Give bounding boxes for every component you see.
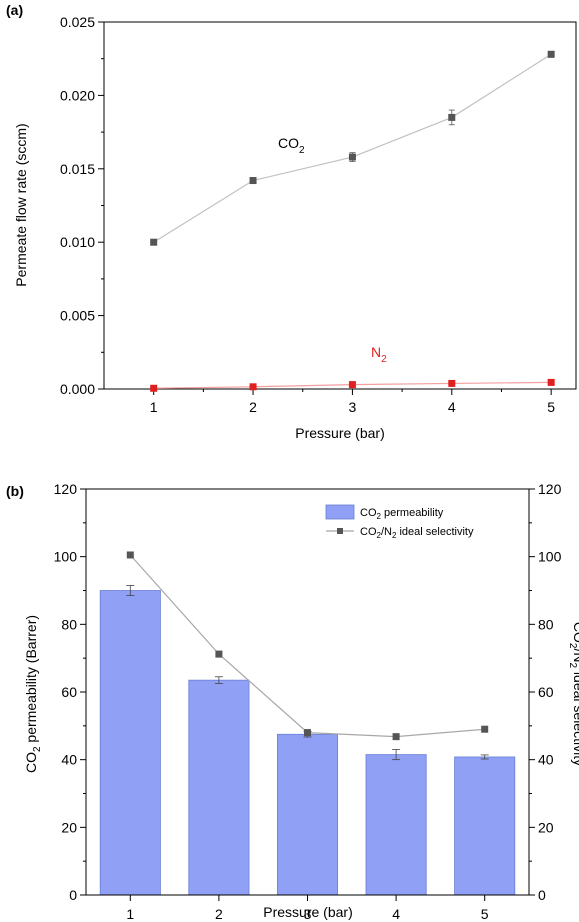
right-y-tick-label: 20 [538,819,554,835]
legend-label-permeability: CO2 permeability [360,507,444,521]
panel-a-x-axis: 1 2 3 4 5 [150,389,555,415]
legend-perm-sub: 2 [377,512,382,521]
panel-b-x-axis: 1 2 3 4 5 [126,895,489,922]
panel-a-y-axis: 0.000 0.005 0.010 0.015 0.020 0.025 [60,14,104,397]
legend-perm-pre: CO [360,507,377,519]
y-tick-label: 0.025 [60,14,95,30]
data-point-co2 [547,50,555,58]
x-tick-label: 3 [304,906,312,922]
bar [454,756,516,896]
x-tick-label: 4 [448,399,456,415]
legend-perm-post: permeability [381,507,444,519]
selectivity-line [129,554,485,738]
data-point-co2 [448,113,456,121]
data-point-co2 [249,177,257,185]
legend-label-selectivity: CO2/N2 ideal selectivity [360,526,474,540]
selectivity-point [304,729,311,737]
series-label-co2-main: CO [278,135,299,151]
series-label-co2-sub: 2 [299,145,305,156]
panel-b-right-y-axis: 0 20 40 60 80 100 120 [529,481,562,903]
panel-a-plot-frame [103,21,577,390]
right-y-tick-label: 40 [538,752,554,768]
x-tick-label: 1 [126,906,134,922]
right-y-tick-label: 100 [538,549,562,565]
x-tick-label: 2 [249,399,257,415]
left-y-tick-label: 20 [61,819,77,835]
data-point-n2 [150,384,158,392]
y-tick-label: 0.005 [60,308,95,324]
y-tick-label: 0.015 [60,161,95,177]
panel-b-bars [99,585,516,896]
selectivity-point [392,733,400,741]
panel-b-label: (b) [6,483,24,499]
y-tick-label: 0.020 [60,87,95,103]
right-y-tick-label: 0 [538,887,546,903]
x-tick-label: 1 [150,399,158,415]
left-y-tick-label: 0 [69,887,77,903]
data-point-co2 [348,153,356,161]
panel-b-line-series [126,551,489,741]
panel-b-left-y-axis-title: CO2 permeability (Barrer) [23,615,43,773]
legend-swatch-marker [337,528,343,534]
panel-a-label: (a) [6,2,23,18]
panel-b: (b) 0 20 40 60 80 100 120 0 20 40 60 80 100 120 1 2 3 4… [6,481,579,922]
legend-sel-sub2: 2 [392,531,397,540]
panel-b-legend: CO2 permeability CO2/N2 ideal selectivit… [325,504,474,540]
left-y-title-post: permeability (Barrer) [23,615,39,746]
right-y-title-pre: CO [571,622,579,643]
left-y-tick-label: 60 [61,684,77,700]
series-label-n2: N2 [371,344,387,365]
panel-b-x-axis-title: Pressure (bar) [263,904,352,920]
left-y-tick-label: 100 [54,549,78,565]
series-line-co2 [153,53,552,243]
right-y-title-post: ideal selectivity [571,668,579,766]
right-y-tick-label: 80 [538,616,554,632]
series-label-n2-main: N [371,344,381,360]
right-y-tick-label: 120 [538,481,562,497]
left-y-tick-label: 80 [61,616,77,632]
legend-sel-pre: CO [360,526,377,538]
x-tick-label: 5 [547,399,555,415]
selectivity-point [215,650,223,658]
bar [276,733,339,896]
panel-a-x-axis-title: Pressure (bar) [295,425,384,441]
panel-a-series [150,50,555,392]
right-y-title-sub2: 2 [567,662,578,668]
panel-a-y-axis-title: Permeate flow rate (sccm) [13,123,29,286]
bar [99,590,161,896]
panel-b-left-y-axis: 0 20 40 60 80 100 120 [54,481,86,903]
left-y-tick-label: 120 [54,481,78,497]
right-y-title-sub1: 2 [567,643,578,649]
bar [365,754,427,896]
y-tick-label: 0.000 [60,381,95,397]
selectivity-point [481,725,489,733]
x-tick-label: 3 [349,399,357,415]
panel-a: (a) 0.000 0.005 0.010 0.015 0.020 0.025 1 2 3 4 5… [6,2,577,441]
right-y-title-mid: /N [571,648,579,662]
x-tick-label: 5 [481,906,489,922]
legend-sel-mid: /N [381,526,392,538]
legend-swatch-bar [325,504,355,520]
data-point-co2 [150,238,158,246]
left-y-title-pre: CO [23,752,39,773]
data-point-n2 [448,379,456,387]
data-point-n2 [348,381,356,389]
series-label-co2: CO2 [278,135,305,156]
data-point-n2 [547,378,555,386]
panel-b-right-y-axis-title: CO2/N2 ideal selectivity [567,622,579,766]
x-tick-label: 4 [392,906,400,922]
data-point-n2 [249,383,257,391]
selectivity-point [126,551,134,559]
right-y-tick-label: 60 [538,684,554,700]
series-label-n2-sub: 2 [381,354,387,365]
y-tick-label: 0.010 [60,234,95,250]
left-y-tick-label: 40 [61,752,77,768]
bar [188,679,250,896]
legend-sel-post: ideal selectivity [396,526,474,538]
left-y-title-sub: 2 [32,746,43,752]
legend-sel-sub1: 2 [377,531,382,540]
x-tick-label: 2 [215,906,223,922]
